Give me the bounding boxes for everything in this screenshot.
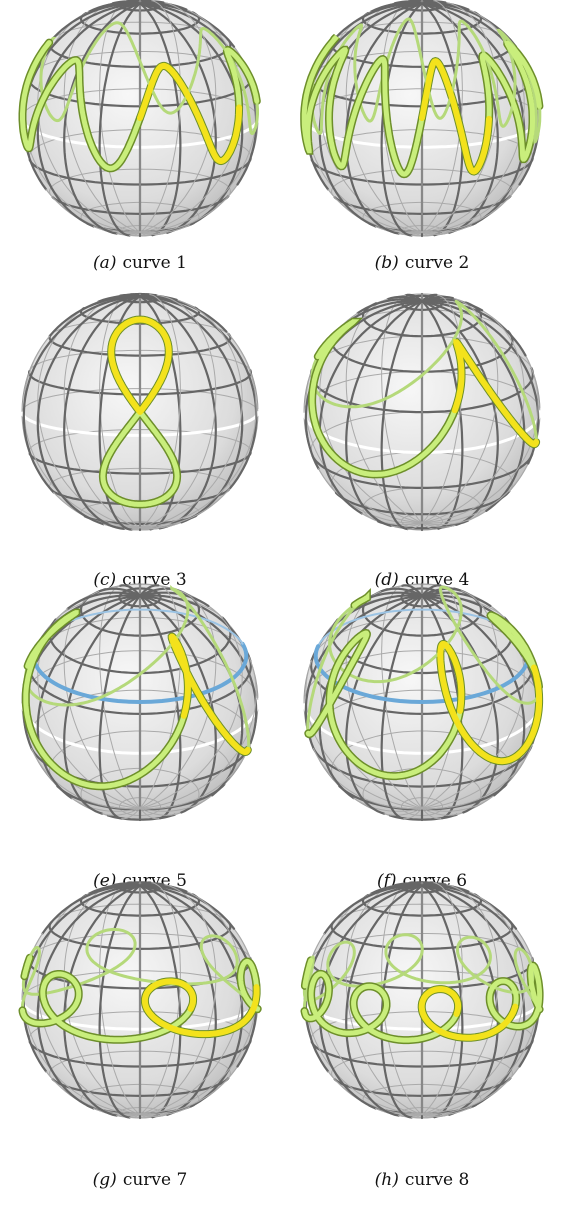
panel: (g) curve 7 [22, 882, 258, 1190]
caption: (g) curve 7 [93, 1170, 188, 1190]
caption-text: curve 2 [405, 253, 469, 273]
panel: (c)curve 3 [22, 294, 258, 590]
caption-label: (g) [93, 1170, 117, 1190]
caption: (a) curve 1 [93, 253, 187, 273]
caption: (b) curve 2 [375, 253, 470, 273]
panel: (a) curve 1 [22, 0, 258, 273]
caption-label: (h) [375, 1170, 399, 1190]
caption-text: curve 8 [405, 1170, 469, 1190]
caption-label: (b) [375, 253, 399, 273]
panel: (d)curve 4 [304, 294, 540, 590]
panel: (h) curve 8 [304, 882, 540, 1190]
caption: (h) curve 8 [375, 1170, 470, 1190]
caption-label: (a) [93, 253, 116, 273]
panel: (e)curve 5 [22, 584, 258, 891]
caption-text: curve 1 [122, 253, 186, 273]
panel: (f)curve 6 [304, 584, 540, 891]
caption-text: curve 7 [123, 1170, 187, 1190]
figure: (a) curve 1 (b) curve 2 (c)curve 3(d)curve 4… [0, 0, 563, 1205]
panel: (b) curve 2 [304, 0, 540, 273]
